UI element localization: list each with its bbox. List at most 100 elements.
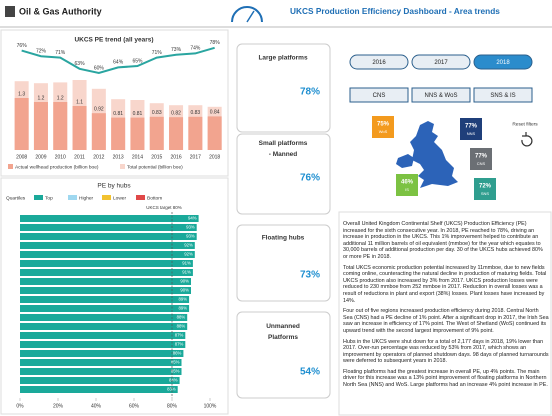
- year-button-label[interactable]: 2016: [372, 60, 386, 66]
- pe-label: 64%: [113, 60, 124, 66]
- region-button-label[interactable]: SNS & IS: [490, 93, 515, 99]
- quartile-swatch: [102, 195, 111, 200]
- region-button[interactable]: [349, 87, 409, 103]
- region-button-label[interactable]: NNS & WoS: [425, 93, 458, 99]
- hub-bar: [20, 323, 188, 330]
- pe-line: [21, 46, 215, 75]
- hub-value-label: 88%: [177, 315, 186, 320]
- hub-type-title: Large platforms: [258, 55, 308, 62]
- actual-bar: [33, 102, 48, 150]
- pe-trend-title: UKCS PE trend (all years): [74, 37, 153, 44]
- map-area-box[interactable]: [470, 148, 492, 170]
- reset-filters[interactable]: Reset filters: [512, 121, 538, 127]
- hub-value-label: 83%: [167, 387, 176, 392]
- quartile-label: Top: [45, 195, 53, 201]
- hub-bar: [20, 224, 197, 231]
- gauge-needle: [246, 10, 255, 23]
- hub-value-label: 87%: [175, 333, 184, 338]
- dashboard-title: UKCS Production Efficiency Dashboard - A…: [290, 6, 500, 16]
- hub-value-label: 91%: [182, 261, 191, 266]
- map-area-name[interactable]: CNS: [477, 161, 486, 166]
- map-area-box[interactable]: [474, 178, 496, 200]
- year-label: 2009: [35, 154, 46, 160]
- map-area-value[interactable]: 75%: [377, 122, 390, 128]
- x-tick-label: 40%: [91, 403, 102, 409]
- summary-paragraph: Hubs in the UKCS were shut down for a to…: [343, 338, 549, 365]
- actual-label: 1.2: [57, 95, 64, 101]
- map-area-name[interactable]: IS: [405, 187, 409, 192]
- map-area-box[interactable]: [460, 118, 482, 140]
- year-label: 2013: [113, 154, 124, 160]
- hub-value-label: 87%: [175, 342, 184, 347]
- map-area-value[interactable]: 46%: [401, 180, 414, 186]
- hub-value-label: 85%: [171, 360, 180, 365]
- hub-type-title: Unmanned Platforms: [266, 323, 300, 341]
- quartile-swatch: [68, 195, 77, 200]
- pe-label: 71%: [152, 50, 163, 56]
- hub-value-label: 91%: [182, 270, 191, 275]
- year-label: 2018: [209, 154, 220, 160]
- year-label: 2017: [190, 154, 201, 160]
- actual-label: 0.83: [190, 110, 200, 116]
- actual-label: 0.92: [94, 107, 104, 113]
- actual-bar: [149, 116, 164, 150]
- actual-label: 1.1: [76, 99, 83, 105]
- region-button[interactable]: [473, 87, 533, 103]
- hub-bar: [20, 368, 182, 375]
- hub-bar: [20, 296, 190, 303]
- year-label: 2016: [170, 154, 181, 160]
- map-area-value[interactable]: 72%: [479, 184, 492, 190]
- hub-value-label: 92%: [184, 252, 193, 257]
- hub-bar: [20, 359, 182, 366]
- actual-label: 0.81: [133, 111, 143, 117]
- hub-value-label: 90%: [180, 279, 189, 284]
- uk-map: [410, 121, 458, 188]
- region-button[interactable]: [411, 87, 471, 103]
- hub-value-label: 93%: [186, 234, 195, 239]
- hub-value-label: 90%: [180, 288, 189, 293]
- actual-label: 1.3: [18, 91, 25, 97]
- map-area-value[interactable]: 77%: [465, 124, 478, 130]
- actual-bar: [72, 106, 87, 150]
- map-area-value[interactable]: 77%: [475, 154, 488, 160]
- x-tick-label: 100%: [204, 403, 217, 409]
- quartile-swatch: [34, 195, 43, 200]
- actual-bar: [188, 116, 203, 150]
- hub-bar: [20, 233, 197, 240]
- map-area-name[interactable]: WoS: [379, 129, 388, 134]
- year-label: 2014: [132, 154, 143, 160]
- map-area-box[interactable]: [396, 174, 418, 196]
- map-area-name[interactable]: NNS: [467, 131, 476, 136]
- summary-paragraph: Four out of five regions increased produ…: [343, 308, 549, 334]
- region-button-label[interactable]: CNS: [373, 93, 386, 99]
- pe-trend-panel: [0, 29, 229, 177]
- pe-label: 72%: [36, 49, 47, 55]
- hub-bar: [20, 341, 186, 348]
- reset-icon[interactable]: [521, 132, 533, 147]
- map-area-name[interactable]: SNS: [481, 191, 490, 196]
- pe-label: 71%: [55, 50, 66, 56]
- legend-label: Total potential (billion boe): [127, 164, 183, 170]
- year-button[interactable]: [473, 54, 533, 70]
- hub-bar: [20, 350, 184, 357]
- x-tick-label: 80%: [167, 403, 178, 409]
- summary-paragraph: Floating platforms had the greatest incr…: [343, 368, 548, 389]
- actual-bar: [169, 117, 184, 150]
- hub-bar: [20, 287, 191, 294]
- summary-text: Overall United Kingdom Continental Shelf…: [343, 221, 549, 413]
- year-button[interactable]: [349, 54, 409, 70]
- hub-value-label: 89%: [178, 297, 187, 302]
- hub-type-card: [236, 133, 331, 215]
- year-label: 2015: [151, 154, 162, 160]
- summary-paragraph: Total UKCS economic production potential…: [343, 264, 547, 304]
- actual-label: 1.2: [37, 95, 44, 101]
- actual-label: 0.84: [210, 110, 220, 116]
- year-button-label[interactable]: 2018: [496, 60, 510, 66]
- hub-bar: [20, 251, 195, 258]
- year-button-label[interactable]: 2017: [434, 60, 448, 66]
- x-tick-label: 60%: [129, 403, 140, 409]
- year-button[interactable]: [411, 54, 471, 70]
- legend-label: Actual wellhead production (billion boe): [15, 164, 99, 170]
- map-area-box[interactable]: [372, 116, 394, 138]
